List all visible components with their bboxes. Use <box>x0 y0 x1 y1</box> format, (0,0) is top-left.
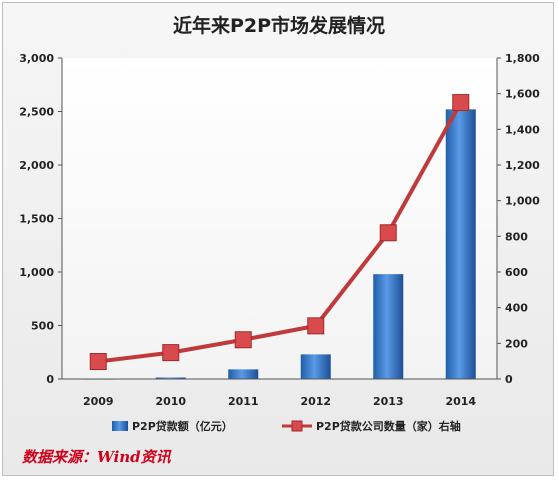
plot-area <box>62 58 497 379</box>
y2-tick-label: 1,000 <box>505 195 540 208</box>
y-tick-label: 0 <box>46 373 54 386</box>
x-tick-label: 2014 <box>445 395 476 408</box>
bar-2010 <box>155 377 186 379</box>
y-tick-label: 1,000 <box>19 266 54 279</box>
y2-tick-label: 1,200 <box>505 159 540 172</box>
legend-bar-label: P2P贷款额（亿元） <box>132 419 233 433</box>
bar-2012 <box>300 354 331 379</box>
chart-title: 近年来P2P市场发展情况 <box>173 14 385 37</box>
y-tick-label: 1,500 <box>19 213 54 226</box>
x-tick-label: 2013 <box>373 395 404 408</box>
y2-tick-label: 800 <box>505 230 528 243</box>
y2-tick-label: 1,400 <box>505 123 540 136</box>
y-tick-label: 3,000 <box>19 52 54 65</box>
legend-bar-swatch <box>112 421 128 431</box>
x-tick-label: 2009 <box>83 395 114 408</box>
y-tick-label: 2,500 <box>19 106 54 119</box>
series-line <box>98 101 463 364</box>
legend-line-label: P2P贷款公司数量（家）右轴 <box>316 419 461 433</box>
x-tick-label: 2012 <box>300 395 331 408</box>
line-point-2009 <box>89 353 107 371</box>
line-point-2014 <box>452 94 470 112</box>
line-point-2012 <box>307 317 325 335</box>
bar-2013 <box>373 274 404 379</box>
x-tick-label: 2011 <box>228 395 259 408</box>
y-tick-label: 500 <box>31 320 54 333</box>
y-tick-label: 2,000 <box>19 159 54 172</box>
line-point-2010 <box>162 344 180 362</box>
legend-line-marker <box>291 420 303 432</box>
y2-tick-label: 200 <box>505 337 528 350</box>
line-point-2011 <box>234 331 252 349</box>
y2-tick-label: 1,800 <box>505 52 540 65</box>
bar-2011 <box>228 369 259 379</box>
bar-2014 <box>445 109 476 380</box>
y2-tick-label: 400 <box>505 302 528 315</box>
y2-tick-label: 600 <box>505 266 528 279</box>
y2-tick-label: 1,600 <box>505 88 540 101</box>
line-point-2013 <box>379 224 397 242</box>
source-note: 数据来源：Wind资讯 <box>22 448 171 466</box>
x-tick-label: 2010 <box>155 395 186 408</box>
y2-tick-label: 0 <box>505 373 513 386</box>
